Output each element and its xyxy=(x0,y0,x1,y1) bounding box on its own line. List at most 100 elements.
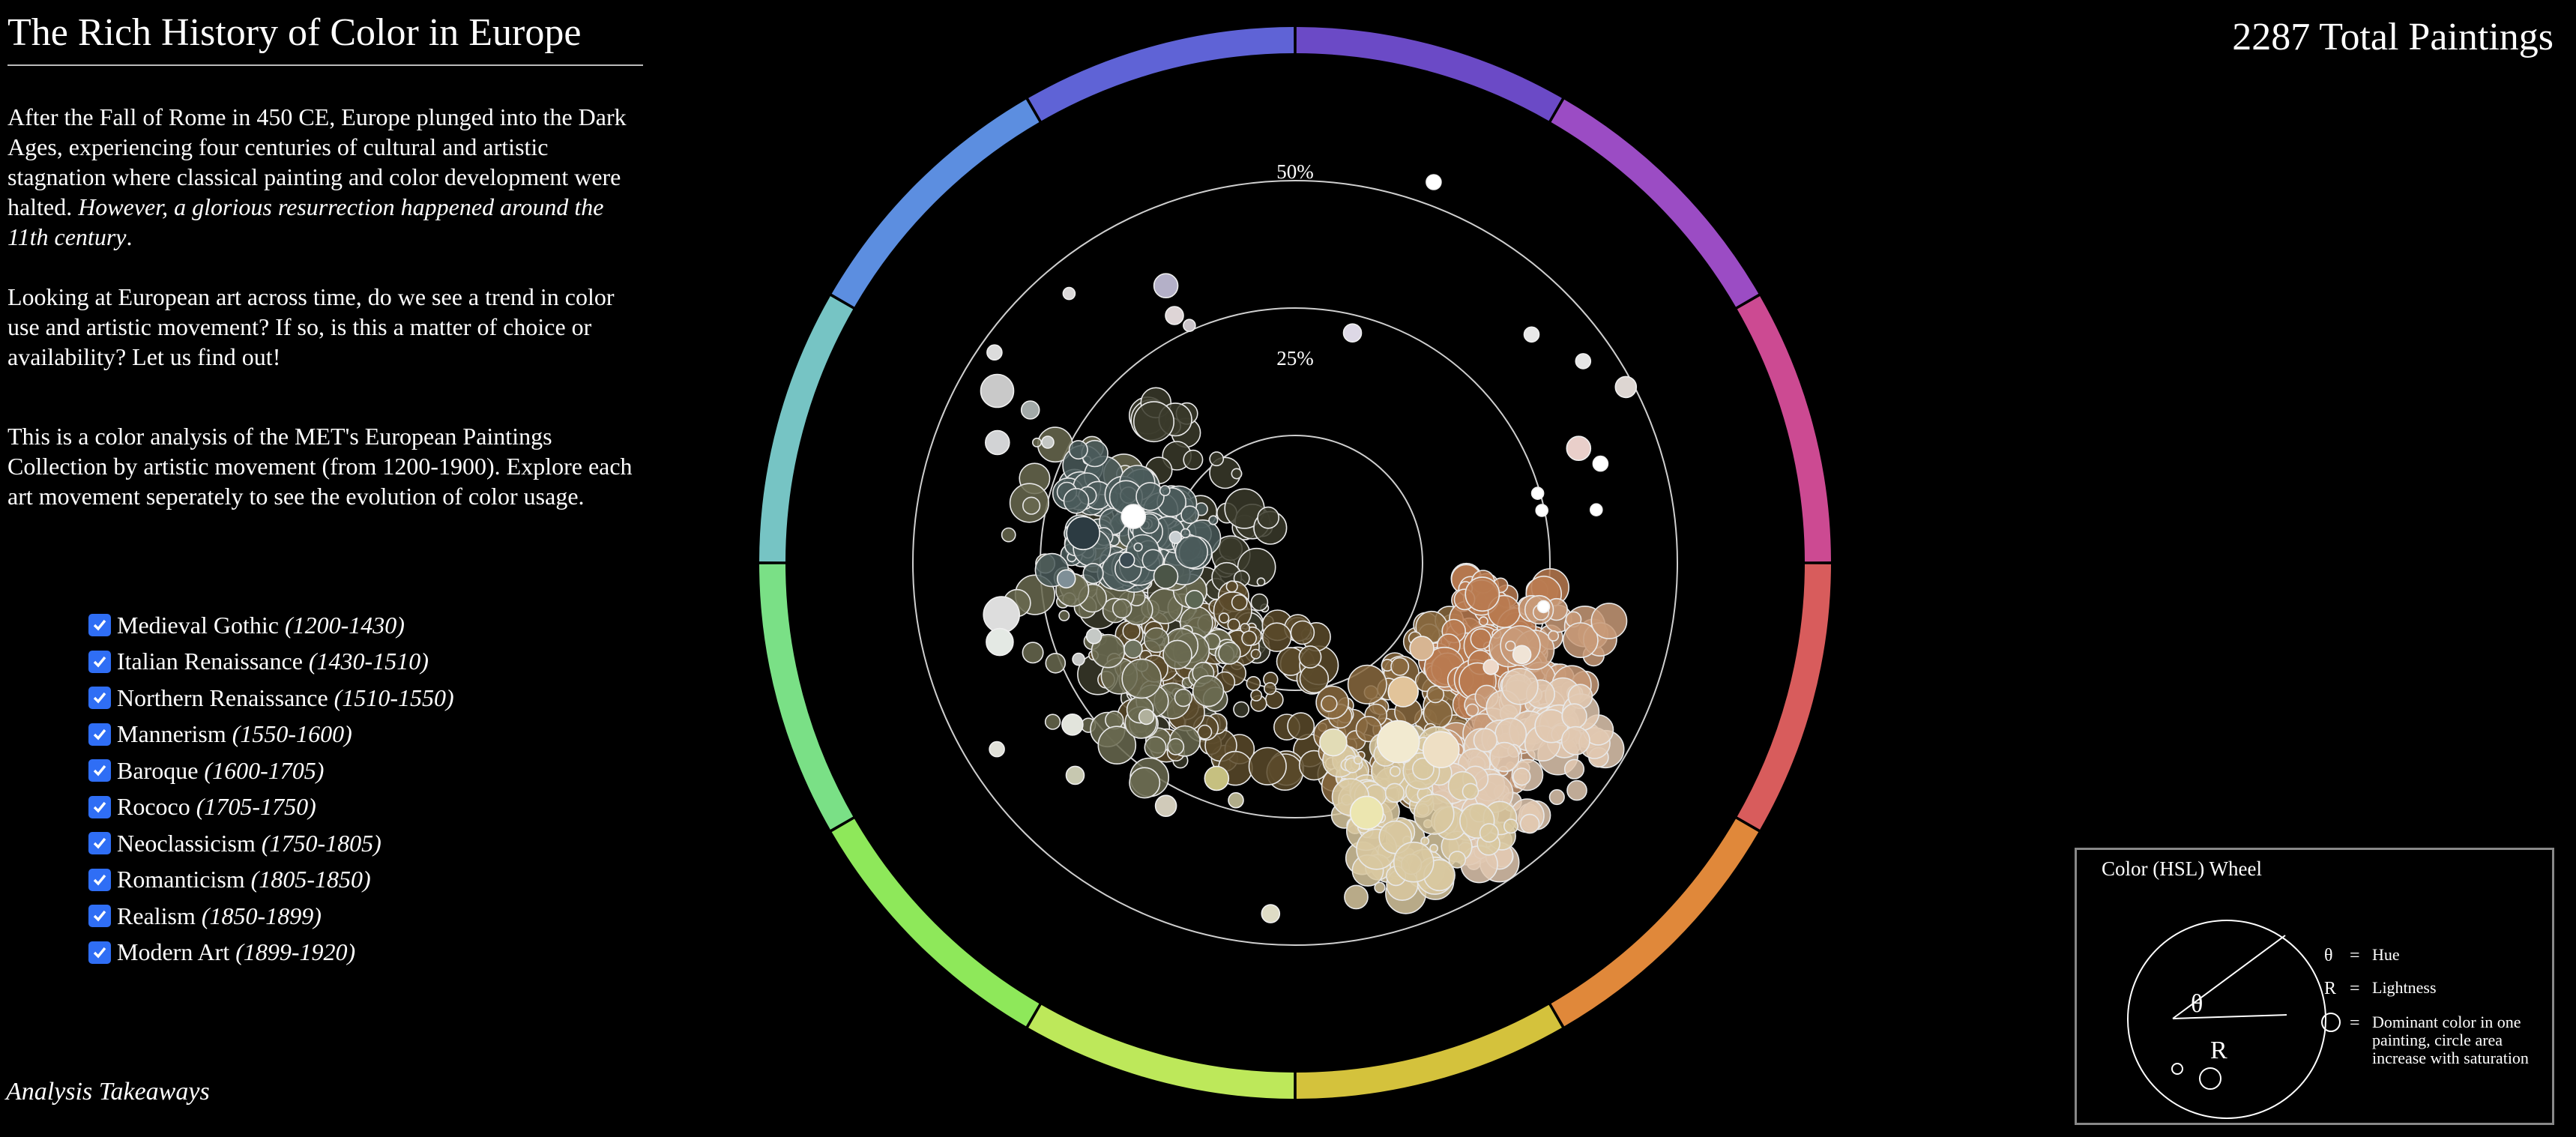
hsl-wheel-diagram: θ R xyxy=(2127,920,2341,1119)
movement-filter-medieval-gothic[interactable]: Medieval Gothic (1200-1430) xyxy=(88,607,454,644)
painting-color-point[interactable] xyxy=(1072,652,1085,666)
key-row-circle: = Dominant color in one painting, circle… xyxy=(2324,1013,2560,1067)
painting-color-dot xyxy=(1390,657,1410,676)
movement-filter-modern-art[interactable]: Modern Art (1899-1920) xyxy=(88,935,454,971)
painting-color-point[interactable] xyxy=(1523,326,1540,343)
hue-ring-segment xyxy=(831,818,1040,1027)
painting-color-point[interactable] xyxy=(1120,504,1147,529)
painting-color-point[interactable] xyxy=(1085,627,1103,645)
painting-color-point[interactable] xyxy=(1204,765,1230,791)
painting-color-dot xyxy=(1412,757,1435,780)
painting-color-dot xyxy=(1393,841,1435,883)
checkbox-checked-icon[interactable] xyxy=(88,687,111,710)
checkbox-checked-icon[interactable] xyxy=(88,832,111,855)
movement-filter-romanticism[interactable]: Romanticism (1805-1850) xyxy=(88,862,454,899)
painting-color-point[interactable] xyxy=(980,373,1015,408)
painting-color-point[interactable] xyxy=(1183,319,1196,333)
painting-color-point[interactable] xyxy=(1056,569,1076,589)
movement-filter-baroque[interactable]: Baroque (1600-1705) xyxy=(88,753,454,789)
painting-color-dot xyxy=(1465,576,1500,612)
painting-color-point[interactable] xyxy=(1535,504,1548,517)
painting-color-dot xyxy=(1135,482,1165,511)
painting-color-point[interactable] xyxy=(1426,174,1442,190)
painting-color-point[interactable] xyxy=(1409,636,1435,661)
movement-filter-mannerism[interactable]: Mannerism (1550-1600) xyxy=(88,717,454,753)
painting-color-dot xyxy=(1248,747,1287,785)
hue-ring-segment xyxy=(1551,99,1759,307)
painting-color-point[interactable] xyxy=(986,344,1003,361)
hue-ring xyxy=(759,27,1831,1099)
painting-color-point[interactable] xyxy=(1165,306,1184,325)
painting-color-point[interactable] xyxy=(1482,659,1499,675)
painting-color-point[interactable] xyxy=(1575,353,1592,370)
movement-name: Realism xyxy=(117,902,196,929)
painting-color-point[interactable] xyxy=(1228,791,1244,809)
painting-color-point[interactable] xyxy=(983,596,1020,633)
painting-color-point[interactable] xyxy=(1614,376,1638,399)
painting-color-dot xyxy=(1144,736,1167,759)
movement-filter-rococo[interactable]: Rococo (1705-1750) xyxy=(88,789,454,826)
painting-color-point[interactable] xyxy=(1118,552,1135,568)
painting-color-point[interactable] xyxy=(1512,645,1532,665)
painting-color-dot xyxy=(1167,738,1185,756)
intro-emphasis: However, a glorious resurrection happene… xyxy=(7,193,604,250)
painting-color-point[interactable] xyxy=(1349,795,1384,830)
painting-color-point[interactable] xyxy=(1062,286,1076,301)
analysis-takeaways-link[interactable]: Analysis Takeaways xyxy=(6,1078,210,1106)
painting-color-point[interactable] xyxy=(1376,720,1420,764)
painting-color-point[interactable] xyxy=(1536,600,1551,614)
painting-color-point[interactable] xyxy=(1066,516,1100,551)
painting-color-dot xyxy=(1233,701,1250,718)
painting-color-point[interactable] xyxy=(1154,794,1177,817)
painting-color-point[interactable] xyxy=(1590,503,1603,517)
painting-color-point[interactable] xyxy=(1153,273,1179,299)
painting-color-dot xyxy=(1180,505,1199,525)
painting-color-point[interactable] xyxy=(1319,728,1348,757)
painting-color-point[interactable] xyxy=(1020,400,1040,420)
movement-filter-realism[interactable]: Realism (1850-1899) xyxy=(88,898,454,935)
ring-label-50: 50% xyxy=(1276,160,1314,183)
movement-filter-italian-renaissance[interactable]: Italian Renaissance (1430-1510) xyxy=(88,644,454,681)
painting-color-point[interactable] xyxy=(989,741,1005,758)
painting-color-point[interactable] xyxy=(1422,731,1460,769)
checkbox-checked-icon[interactable] xyxy=(88,941,111,964)
checkbox-checked-icon[interactable] xyxy=(88,759,111,782)
painting-color-dot xyxy=(1218,642,1241,665)
checkbox-checked-icon[interactable] xyxy=(88,905,111,928)
hue-ring-segment xyxy=(1296,1004,1562,1099)
painting-color-point[interactable] xyxy=(1138,708,1155,726)
painting-color-point[interactable] xyxy=(985,429,1010,456)
intro-end: . xyxy=(126,223,133,250)
checkbox-checked-icon[interactable] xyxy=(88,614,111,637)
painting-color-dot xyxy=(1353,755,1363,765)
painting-color-point[interactable] xyxy=(1061,713,1084,736)
painting-color-dot xyxy=(1183,449,1204,470)
painting-color-point[interactable] xyxy=(1041,435,1055,449)
checkbox-checked-icon[interactable] xyxy=(88,795,111,818)
painting-color-point[interactable] xyxy=(1592,455,1609,472)
painting-color-point[interactable] xyxy=(1185,589,1204,609)
painting-color-point[interactable] xyxy=(1153,564,1179,589)
painting-color-point[interactable] xyxy=(1261,904,1281,923)
painting-color-point[interactable] xyxy=(1123,639,1143,659)
painting-color-point[interactable] xyxy=(1342,323,1363,343)
painting-color-dot xyxy=(1298,645,1322,669)
painting-color-dot xyxy=(1489,741,1520,773)
checkbox-checked-icon[interactable] xyxy=(88,650,111,673)
checkbox-checked-icon[interactable] xyxy=(88,723,111,746)
painting-color-point[interactable] xyxy=(1065,765,1085,785)
movement-filter-neoclassicism[interactable]: Neoclassicism (1750-1805) xyxy=(88,825,454,862)
painting-color-point[interactable] xyxy=(1566,435,1592,462)
painting-color-dot xyxy=(1111,598,1132,619)
painting-color-dot xyxy=(1162,639,1192,670)
checkbox-checked-icon[interactable] xyxy=(88,868,111,891)
painting-color-point[interactable] xyxy=(986,627,1014,657)
title-divider xyxy=(7,64,643,66)
painting-color-dot xyxy=(1044,714,1061,730)
movement-name: Neoclassicism xyxy=(117,829,256,857)
painting-color-dot xyxy=(1197,724,1213,740)
painting-color-point[interactable] xyxy=(1168,531,1183,544)
movement-filter-northern-renaissance[interactable]: Northern Renaissance (1510-1550) xyxy=(88,680,454,717)
painting-color-point[interactable] xyxy=(1387,676,1419,708)
painting-color-point[interactable] xyxy=(1530,486,1545,501)
